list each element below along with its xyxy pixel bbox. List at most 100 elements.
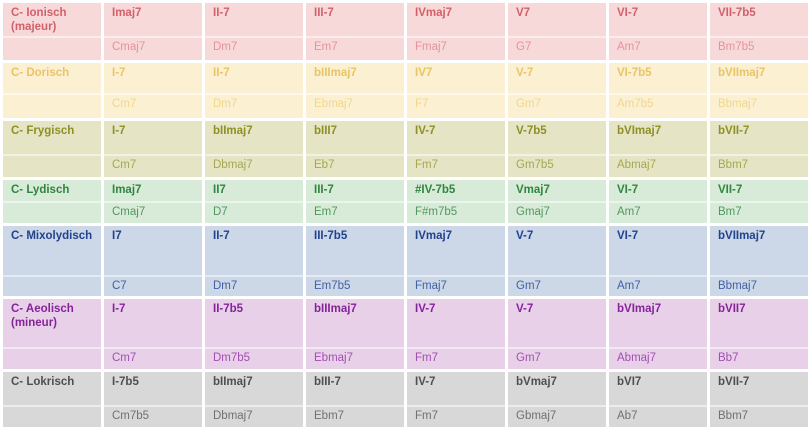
chord-cell: D7 [205, 201, 303, 223]
degree-cell: III-7 [306, 3, 404, 36]
chord-cell: Bm7b5 [710, 36, 808, 60]
chord-row: Cm7 Dm7 Ebmaj7 F7 Gm7 Am7b5 Bbmaj7 [3, 93, 808, 118]
chord-cell: Em7 [306, 201, 404, 223]
chord-cell: Fm7 [407, 405, 505, 427]
degree-cell: V-7 [508, 226, 606, 275]
chord-cell: Cmaj7 [104, 36, 202, 60]
chord-cell: Cm7 [104, 93, 202, 118]
chord-cell: Bb7 [710, 347, 808, 369]
degree-cell: VI-7b5 [609, 63, 707, 93]
degree-cell: III-7 [306, 180, 404, 201]
chord-row: Cm7 Dbmaj7 Eb7 Fm7 Gm7b5 Abmaj7 Bbm7 [3, 154, 808, 177]
chord-cell: Em7 [306, 36, 404, 60]
degree-cell: VI-7 [609, 226, 707, 275]
degree-cell: V7 [508, 3, 606, 36]
degree-cell: bIImaj7 [205, 372, 303, 405]
degree-cell: V-7 [508, 299, 606, 347]
mode-label-spacer [3, 201, 101, 223]
degree-cell: IV-7 [407, 372, 505, 405]
degree-cell: V-7b5 [508, 121, 606, 154]
degree-cell: I-7 [104, 299, 202, 347]
degree-cell: II-7 [205, 226, 303, 275]
degree-cell: bIIImaj7 [306, 299, 404, 347]
chord-cell: Am7 [609, 275, 707, 296]
chord-cell: Ebmaj7 [306, 347, 404, 369]
roman-row: C- Mixolydisch I7 II-7 III-7b5 IVmaj7 V-7 VI-7… [3, 226, 808, 275]
degree-cell: VII-7b5 [710, 3, 808, 36]
chord-cell: Gmaj7 [508, 201, 606, 223]
mode-label: C- Aeolisch (mineur) [3, 299, 101, 347]
chord-cell: Dm7 [205, 93, 303, 118]
mode-band: C- Ionisch (majeur) Imaj7 II-7 III-7 IVmaj7 V… [3, 3, 808, 60]
roman-row: C- Lydisch Imaj7 II7 III-7 #IV-7b5 Vmaj7 VI-7 V… [3, 180, 808, 201]
chord-cell: Cm7 [104, 154, 202, 177]
mode-band: C- Aeolisch (mineur) I-7 II-7b5 bIIImaj7 IV-… [3, 299, 808, 369]
degree-cell: II-7b5 [205, 299, 303, 347]
degree-cell: I7 [104, 226, 202, 275]
chord-cell: Am7 [609, 36, 707, 60]
chord-cell: Gm7b5 [508, 154, 606, 177]
mode-label: C- Ionisch (majeur) [3, 3, 101, 36]
chord-cell: Bbm7 [710, 154, 808, 177]
mode-label: C- Frygisch [3, 121, 101, 154]
chord-cell: Ab7 [609, 405, 707, 427]
mode-band: C- Dorisch I-7 II-7 bIIImaj7 IV7 V-7 VI-7b5 bVI… [3, 63, 808, 118]
chord-row: Cm7 Dm7b5 Ebmaj7 Fm7 Gm7 Abmaj7 Bb7 [3, 347, 808, 369]
degree-cell: IVmaj7 [407, 226, 505, 275]
roman-row: C- Lokrisch I-7b5 bIImaj7 bIII-7 IV-7 bVmaj7 b… [3, 372, 808, 405]
degree-cell: bVIImaj7 [710, 226, 808, 275]
chord-cell: Dm7 [205, 275, 303, 296]
degree-cell: III-7b5 [306, 226, 404, 275]
mode-label-spacer [3, 154, 101, 177]
degree-cell: II-7 [205, 63, 303, 93]
roman-row: C- Dorisch I-7 II-7 bIIImaj7 IV7 V-7 VI-7b5 bVI… [3, 63, 808, 93]
chord-cell: Ebm7 [306, 405, 404, 427]
chord-cell: Fmaj7 [407, 36, 505, 60]
degree-cell: bIII-7 [306, 372, 404, 405]
chord-cell: Am7 [609, 201, 707, 223]
degree-cell: Imaj7 [104, 180, 202, 201]
degree-cell: I-7 [104, 63, 202, 93]
chord-cell: Gm7 [508, 93, 606, 118]
chord-row: C7 Dm7 Em7b5 Fmaj7 Gm7 Am7 Bbmaj7 [3, 275, 808, 296]
chord-cell: C7 [104, 275, 202, 296]
chord-cell: Dbmaj7 [205, 154, 303, 177]
chord-cell: Dm7 [205, 36, 303, 60]
degree-cell: VI-7 [609, 3, 707, 36]
chord-cell: Eb7 [306, 154, 404, 177]
chord-cell: Cm7b5 [104, 405, 202, 427]
chord-cell: Gbmaj7 [508, 405, 606, 427]
degree-cell: I-7b5 [104, 372, 202, 405]
chord-cell: Bbmaj7 [710, 275, 808, 296]
chord-row: Cmaj7 D7 Em7 F#m7b5 Gmaj7 Am7 Bm7 [3, 201, 808, 223]
degree-cell: #IV-7b5 [407, 180, 505, 201]
degree-cell: bIII7 [306, 121, 404, 154]
roman-row: C- Aeolisch (mineur) I-7 II-7b5 bIIImaj7 IV-… [3, 299, 808, 347]
degree-cell: IV-7 [407, 121, 505, 154]
degree-cell: IV7 [407, 63, 505, 93]
degree-cell: bVImaj7 [609, 299, 707, 347]
mode-label-spacer [3, 405, 101, 427]
degree-cell: bIImaj7 [205, 121, 303, 154]
degree-cell: II7 [205, 180, 303, 201]
degree-cell: bVI7 [609, 372, 707, 405]
mode-label-spacer [3, 36, 101, 60]
chord-cell: Bbm7 [710, 405, 808, 427]
degree-cell: I-7 [104, 121, 202, 154]
modes-chord-table: C- Ionisch (majeur) Imaj7 II-7 III-7 IVmaj7 V… [3, 3, 808, 427]
roman-row: C- Ionisch (majeur) Imaj7 II-7 III-7 IVmaj7 V… [3, 3, 808, 36]
degree-cell: II-7 [205, 3, 303, 36]
degree-cell: V-7 [508, 63, 606, 93]
mode-label: C- Lokrisch [3, 372, 101, 405]
roman-row: C- Frygisch I-7 bIImaj7 bIII7 IV-7 V-7b5 bVIma… [3, 121, 808, 154]
mode-band: C- Lydisch Imaj7 II7 III-7 #IV-7b5 Vmaj7 VI-7 V… [3, 180, 808, 223]
chord-cell: Fmaj7 [407, 275, 505, 296]
degree-cell: bVII7 [710, 299, 808, 347]
chord-cell: Bm7 [710, 201, 808, 223]
mode-band: C- Frygisch I-7 bIImaj7 bIII7 IV-7 V-7b5 bVIma… [3, 121, 808, 177]
degree-cell: Imaj7 [104, 3, 202, 36]
chord-cell: Dbmaj7 [205, 405, 303, 427]
degree-cell: VII-7 [710, 180, 808, 201]
chord-cell: Abmaj7 [609, 154, 707, 177]
degree-cell: bVImaj7 [609, 121, 707, 154]
